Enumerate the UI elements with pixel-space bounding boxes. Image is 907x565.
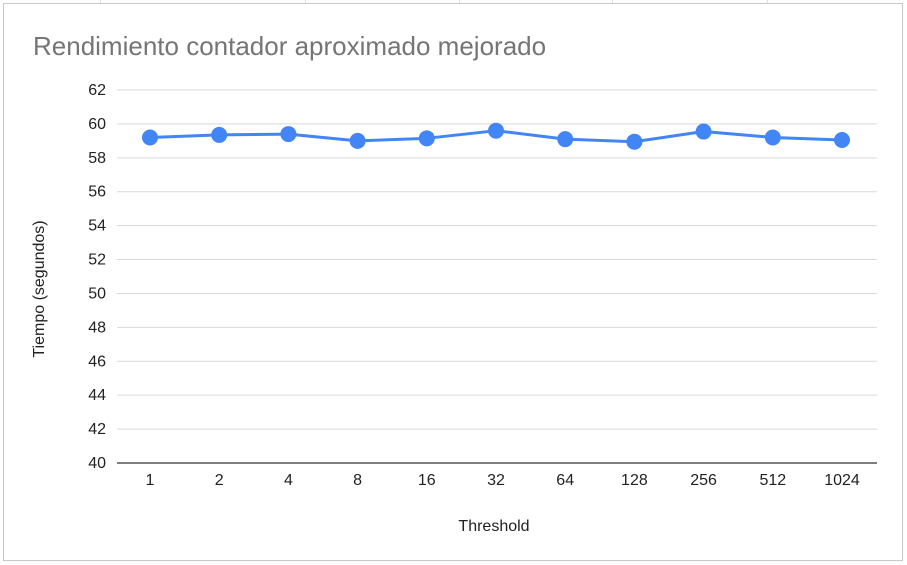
data-point [488,122,504,139]
y-tick-label: 48 [88,319,106,336]
x-tick-label: 4 [284,472,293,489]
x-tick-label: 8 [353,472,362,489]
chart-title: Rendimiento contador aproximado mejorado [33,31,547,61]
y-tick-label: 50 [88,285,106,302]
x-tick-label: 512 [759,472,786,489]
data-point [142,129,158,146]
y-tick-label: 40 [88,455,106,472]
x-tick-label: 16 [418,472,436,489]
sheet-column-line [459,0,460,3]
y-axis-title: Tiempo (segundos) [31,220,48,357]
y-tick-label: 52 [88,252,106,269]
data-point [557,131,574,148]
x-axis-title: Threshold [458,518,529,535]
data-point [626,133,643,150]
data-point [834,132,850,149]
x-tick-label: 32 [487,472,505,489]
sheet-column-line [767,0,768,3]
data-point [418,130,435,147]
chart-card[interactable]: Rendimiento contador aproximado mejorado… [3,3,903,561]
y-tick-label: 42 [88,421,106,438]
x-tick-label: 128 [621,472,648,489]
x-tick-label: 1024 [824,472,860,489]
x-tick-label: 2 [215,472,224,489]
data-point [280,126,297,143]
y-tick-label: 54 [88,218,106,235]
y-tick-label: 60 [88,116,106,133]
y-tick-label: 46 [88,353,106,370]
x-tick-label: 256 [690,472,717,489]
x-tick-label: 64 [556,472,574,489]
data-point [211,126,228,143]
y-tick-label: 58 [88,150,106,167]
y-tick-label: 56 [88,184,106,201]
data-point [349,132,366,149]
y-tick-label: 44 [88,387,106,404]
data-point [695,123,712,140]
sheet-column-line [612,0,613,3]
x-tick-label: 1 [146,472,155,489]
y-tick-label: 62 [88,82,106,99]
data-point [764,129,781,146]
sheet-column-line [305,0,306,3]
sheet-column-line [100,0,101,3]
